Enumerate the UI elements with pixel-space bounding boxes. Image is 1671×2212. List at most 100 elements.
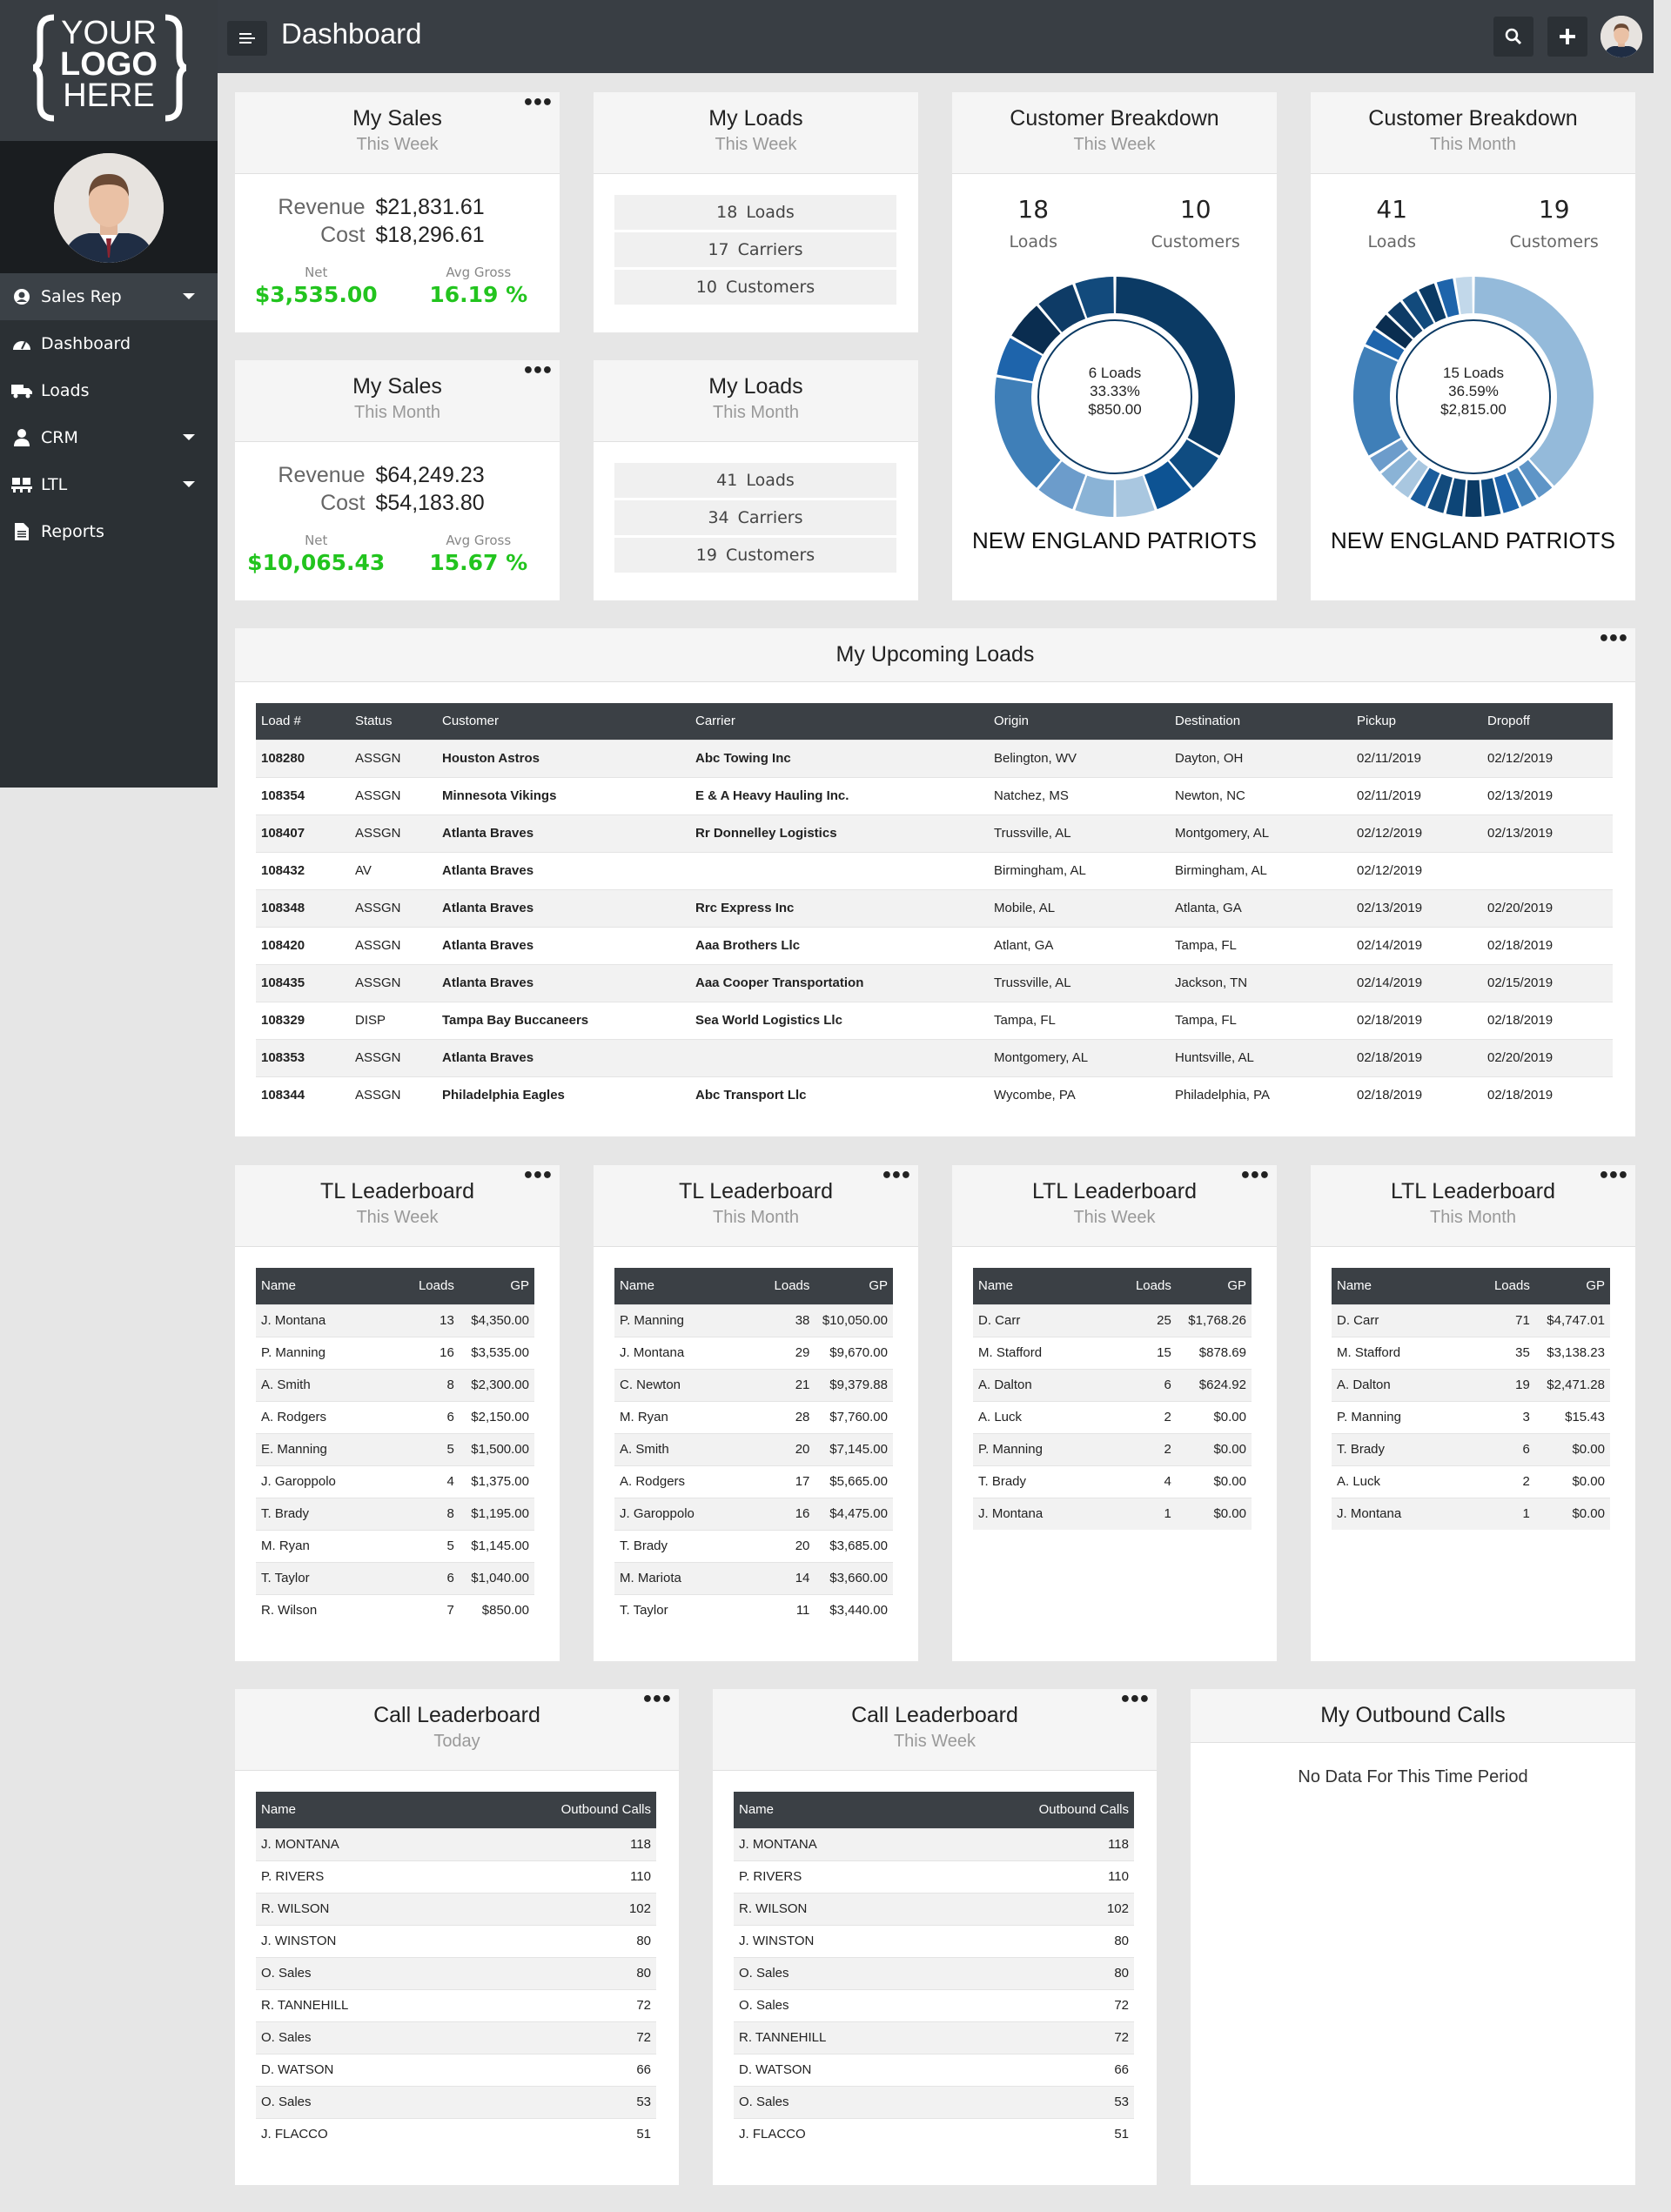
- more-options-icon[interactable]: •••: [880, 1165, 912, 1187]
- col-header[interactable]: Name: [1332, 1268, 1485, 1304]
- col-header[interactable]: GP: [815, 1268, 893, 1304]
- donut-slice[interactable]: [1144, 461, 1191, 510]
- donut-slice[interactable]: [1474, 277, 1594, 486]
- table-row[interactable]: O. Sales 53: [256, 2085, 656, 2118]
- donut-slice[interactable]: [1353, 346, 1401, 456]
- donut-slice[interactable]: [1427, 473, 1453, 513]
- table-row[interactable]: R. WILSON 102: [256, 1892, 656, 1925]
- more-options-icon[interactable]: •••: [1118, 1689, 1151, 1711]
- carriers-count-row[interactable]: 34 Carriers: [614, 499, 896, 535]
- table-row[interactable]: P. Manning 2 $0.00: [973, 1432, 1252, 1465]
- table-row[interactable]: P. Manning 38 $10,050.00: [614, 1304, 893, 1337]
- donut-slice[interactable]: [1410, 467, 1440, 507]
- col-header[interactable]: Name: [256, 1792, 476, 1828]
- table-row[interactable]: A. Rodgers 17 $5,665.00: [614, 1465, 893, 1498]
- menu-toggle-button[interactable]: [227, 21, 267, 56]
- col-header[interactable]: Origin: [989, 703, 1170, 740]
- table-row[interactable]: 108344 ASSGN Philadelphia Eagles Abc Transp…: [256, 1076, 1613, 1114]
- table-row[interactable]: O. Sales 80: [734, 1956, 1134, 1989]
- sidebar-item-crm[interactable]: CRM: [0, 414, 218, 461]
- donut-slice[interactable]: [1394, 459, 1428, 498]
- table-row[interactable]: D. WATSON 66: [256, 2053, 656, 2086]
- table-row[interactable]: A. Dalton 19 $2,471.28: [1332, 1368, 1610, 1401]
- table-row[interactable]: 108280 ASSGN Houston Astros Abc Towing Inc B…: [256, 739, 1613, 777]
- table-row[interactable]: E. Manning 5 $1,500.00: [256, 1432, 534, 1465]
- col-header[interactable]: Name: [614, 1268, 768, 1304]
- table-row[interactable]: J. Montana 29 $9,670.00: [614, 1336, 893, 1369]
- more-options-icon[interactable]: •••: [1597, 1165, 1629, 1187]
- sidebar-item-sales-rep[interactable]: Sales Rep: [0, 273, 218, 320]
- table-row[interactable]: T. Taylor 6 $1,040.00: [256, 1561, 534, 1594]
- sidebar-item-ltl[interactable]: LTL: [0, 461, 218, 508]
- table-row[interactable]: M. Ryan 5 $1,145.00: [256, 1529, 534, 1562]
- table-row[interactable]: 108354 ASSGN Minnesota Vikings E & A Heavy …: [256, 776, 1613, 814]
- col-header[interactable]: Status: [350, 703, 437, 740]
- table-row[interactable]: A. Dalton 6 $624.92: [973, 1368, 1252, 1401]
- col-header[interactable]: Outbound Calls: [954, 1792, 1134, 1828]
- donut-slice[interactable]: [1519, 459, 1553, 498]
- col-header[interactable]: Dropoff: [1482, 703, 1613, 740]
- table-row[interactable]: 108329 DISP Tampa Bay Buccaneers Sea World …: [256, 1001, 1613, 1039]
- table-row[interactable]: A. Rodgers 6 $2,150.00: [256, 1400, 534, 1433]
- table-row[interactable]: 108348 ASSGN Atlanta Braves Rrc Express Inc…: [256, 888, 1613, 927]
- more-options-icon[interactable]: •••: [521, 360, 554, 382]
- table-row[interactable]: O. Sales 53: [734, 2085, 1134, 2118]
- donut-slice[interactable]: [1455, 277, 1473, 315]
- donut-slice[interactable]: [1402, 291, 1434, 330]
- table-row[interactable]: J. WINSTON 80: [734, 1924, 1134, 1957]
- table-row[interactable]: D. Carr 71 $4,747.01: [1332, 1304, 1610, 1337]
- table-row[interactable]: T. Brady 8 $1,195.00: [256, 1497, 534, 1530]
- donut-slice[interactable]: [1075, 475, 1114, 517]
- col-header[interactable]: Load #: [256, 703, 350, 740]
- donut-slice[interactable]: [1116, 475, 1155, 517]
- donut-slice[interactable]: [1381, 450, 1418, 486]
- col-header[interactable]: GP: [1534, 1268, 1610, 1304]
- col-header[interactable]: Loads: [768, 1268, 815, 1304]
- donut-slice[interactable]: [1038, 461, 1086, 510]
- logo[interactable]: YOUR LOGO HERE: [0, 0, 218, 141]
- table-row[interactable]: J. MONTANA 118: [734, 1827, 1134, 1860]
- table-row[interactable]: O. Sales 72: [734, 1988, 1134, 2021]
- donut-chart[interactable]: [1347, 271, 1600, 523]
- table-row[interactable]: P. RIVERS 110: [256, 1860, 656, 1893]
- table-row[interactable]: R. WILSON 102: [734, 1892, 1134, 1925]
- user-avatar-small[interactable]: [1601, 16, 1642, 57]
- more-options-icon[interactable]: •••: [641, 1689, 673, 1711]
- more-options-icon[interactable]: •••: [521, 92, 554, 114]
- donut-slice[interactable]: [1507, 467, 1537, 507]
- table-row[interactable]: D. Carr 25 $1,768.26: [973, 1304, 1252, 1337]
- customers-count-row[interactable]: 19 Customers: [614, 536, 896, 573]
- loads-count-row[interactable]: 18 Loads: [614, 193, 896, 230]
- loads-count-row[interactable]: 41 Loads: [614, 461, 896, 498]
- table-row[interactable]: T. Brady 6 $0.00: [1332, 1432, 1610, 1465]
- donut-slice[interactable]: [1075, 277, 1114, 318]
- donut-slice[interactable]: [997, 338, 1043, 382]
- table-row[interactable]: J. FLACCO 51: [256, 2117, 656, 2150]
- donut-slice[interactable]: [1446, 478, 1466, 517]
- table-row[interactable]: J. MONTANA 118: [256, 1827, 656, 1860]
- table-row[interactable]: D. WATSON 66: [734, 2053, 1134, 2086]
- user-avatar[interactable]: [54, 153, 164, 263]
- col-header[interactable]: Name: [734, 1792, 954, 1828]
- col-header[interactable]: Carrier: [690, 703, 989, 740]
- table-row[interactable]: A. Smith 20 $7,145.00: [614, 1432, 893, 1465]
- carriers-count-row[interactable]: 17 Carriers: [614, 231, 896, 267]
- search-button[interactable]: [1493, 17, 1533, 57]
- donut-slice[interactable]: [1370, 439, 1408, 472]
- donut-slice[interactable]: [1494, 473, 1520, 513]
- table-row[interactable]: M. Stafford 15 $878.69: [973, 1336, 1252, 1369]
- col-header[interactable]: Pickup: [1352, 703, 1482, 740]
- col-header[interactable]: Name: [256, 1268, 409, 1304]
- table-row[interactable]: M. Mariota 14 $3,660.00: [614, 1561, 893, 1594]
- donut-slice[interactable]: [1465, 479, 1482, 517]
- table-row[interactable]: A. Luck 2 $0.00: [1332, 1465, 1610, 1498]
- sidebar-item-loads[interactable]: Loads: [0, 367, 218, 414]
- table-row[interactable]: 108420 ASSGN Atlanta Braves Aaa Brothers Ll…: [256, 926, 1613, 964]
- table-row[interactable]: J. Montana 1 $0.00: [973, 1497, 1252, 1530]
- table-row[interactable]: P. Manning 16 $3,535.00: [256, 1336, 534, 1369]
- donut-slice[interactable]: [1480, 478, 1501, 517]
- more-options-icon[interactable]: •••: [1238, 1165, 1271, 1187]
- table-row[interactable]: R. Wilson 7 $850.00: [256, 1593, 534, 1626]
- table-row[interactable]: M. Stafford 35 $3,138.23: [1332, 1336, 1610, 1369]
- col-header[interactable]: Customer: [437, 703, 690, 740]
